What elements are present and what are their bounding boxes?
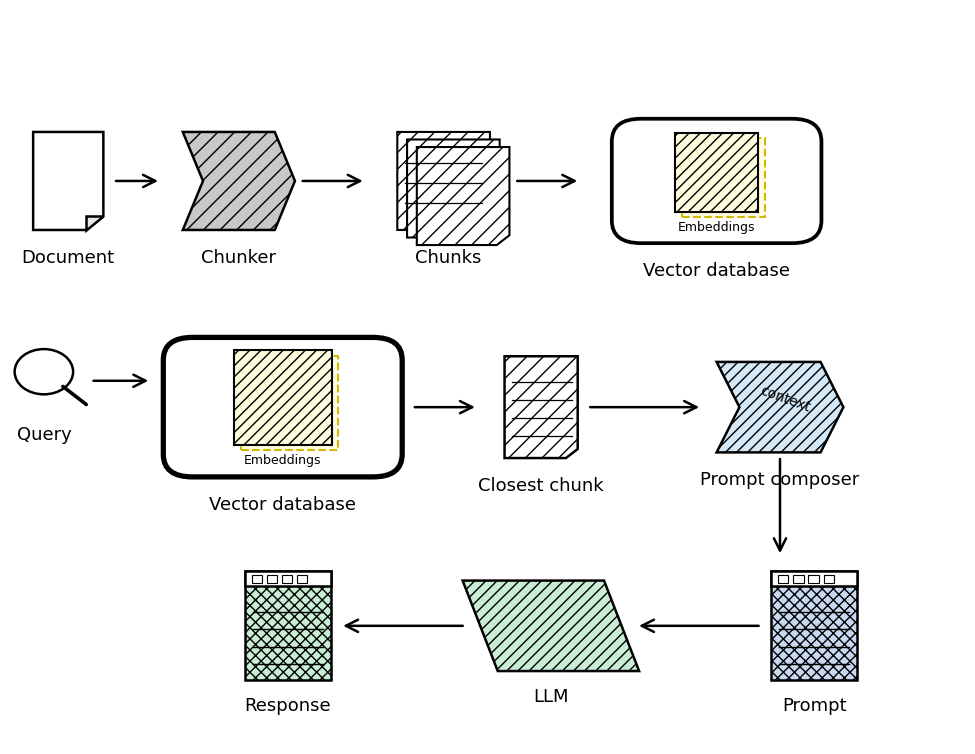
Bar <box>245 572 331 680</box>
Bar <box>794 575 803 583</box>
Text: Embeddings: Embeddings <box>244 454 322 467</box>
Bar <box>771 572 857 587</box>
Text: Query: Query <box>17 426 71 444</box>
Circle shape <box>15 349 73 394</box>
Bar <box>234 351 332 445</box>
Polygon shape <box>462 581 640 671</box>
Bar <box>682 138 765 217</box>
Bar <box>245 572 331 587</box>
Bar <box>297 575 307 583</box>
Text: Chunker: Chunker <box>202 249 276 267</box>
Text: Prompt composer: Prompt composer <box>700 471 860 489</box>
Polygon shape <box>86 216 103 230</box>
Bar <box>824 575 834 583</box>
Polygon shape <box>398 132 490 230</box>
Text: LLM: LLM <box>533 688 568 706</box>
Bar <box>771 572 857 680</box>
Text: Vector database: Vector database <box>644 262 790 280</box>
Text: Chunks: Chunks <box>415 249 482 267</box>
Bar <box>252 575 262 583</box>
Text: Document: Document <box>21 249 115 267</box>
Polygon shape <box>505 356 577 458</box>
Bar <box>282 575 292 583</box>
Bar <box>778 575 789 583</box>
Text: context: context <box>758 384 812 415</box>
FancyBboxPatch shape <box>163 338 402 477</box>
Text: Embeddings: Embeddings <box>678 221 756 234</box>
Text: Vector database: Vector database <box>210 496 356 513</box>
Bar <box>241 356 338 450</box>
Polygon shape <box>417 147 510 245</box>
Text: Closest chunk: Closest chunk <box>479 477 604 495</box>
Polygon shape <box>408 139 500 238</box>
Polygon shape <box>33 132 103 230</box>
Bar <box>267 575 277 583</box>
Polygon shape <box>183 132 294 230</box>
Text: Prompt: Prompt <box>782 697 846 715</box>
Bar <box>675 133 759 212</box>
FancyBboxPatch shape <box>612 119 821 243</box>
Polygon shape <box>717 362 843 452</box>
Text: Response: Response <box>245 697 331 715</box>
Bar <box>808 575 819 583</box>
